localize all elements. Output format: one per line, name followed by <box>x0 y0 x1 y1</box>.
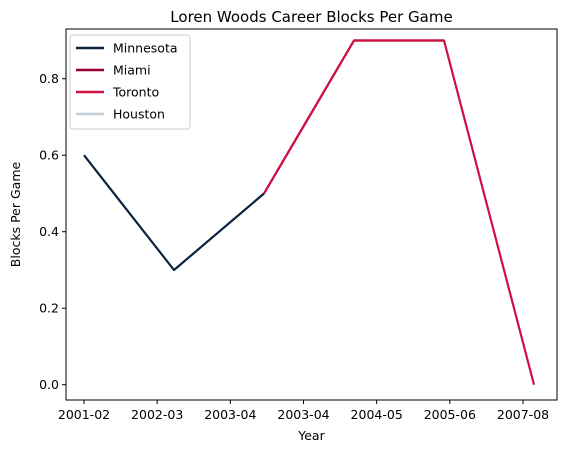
legend-box <box>69 34 191 130</box>
x-tick-label: 2003-04 <box>204 407 256 422</box>
x-tick-label: 2004-05 <box>351 407 403 422</box>
legend-label-minnesota: Minnesota <box>113 41 178 56</box>
series-line-minnesota <box>83 154 265 272</box>
y-tick-label: 0.2 <box>39 301 59 316</box>
legend: Minnesota Miami Toronto Houston <box>69 34 191 130</box>
plot-area: 0.0 0.2 0.4 0.6 0.8 2001-02 2002-03 2003-04 2003… <box>39 28 558 422</box>
series-line-miami <box>263 39 444 195</box>
chart-title: Loren Woods Career Blocks Per Game <box>170 8 452 26</box>
y-tick-label: 0.0 <box>39 377 59 392</box>
plot-frame <box>65 28 558 401</box>
y-tick-label: 0.4 <box>39 224 59 239</box>
legend-label-miami: Miami <box>113 63 151 78</box>
legend-label-houston: Houston <box>113 107 165 122</box>
legend-label-toronto: Toronto <box>112 85 159 100</box>
y-tick-label: 0.6 <box>39 148 59 163</box>
x-axis-label: Year <box>297 428 325 443</box>
y-axis-label: Blocks Per Game <box>8 161 23 267</box>
series-line-toronto <box>263 39 536 385</box>
x-tick-label: 2005-06 <box>424 407 476 422</box>
x-tick-label: 2003-04 <box>277 407 329 422</box>
x-tick-label: 2002-03 <box>131 407 183 422</box>
y-tick-label: 0.8 <box>39 71 59 86</box>
x-tick-label: 2001-02 <box>58 407 110 422</box>
x-tick-label: 2007-08 <box>497 407 549 422</box>
